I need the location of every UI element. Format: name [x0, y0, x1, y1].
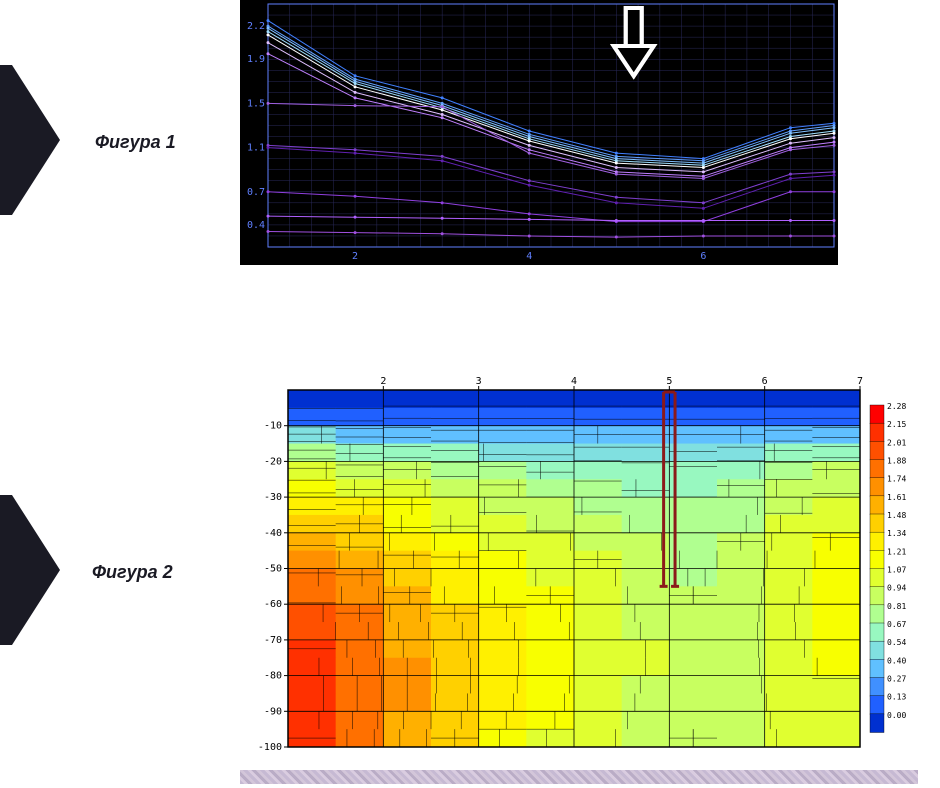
svg-text:2.2: 2.2: [247, 21, 265, 32]
svg-text:1.34: 1.34: [887, 529, 906, 538]
svg-text:1.74: 1.74: [887, 475, 906, 484]
figure2-heatmap: 2 3 4 5 6 7 -10 -20 -30 -40 -50 -60 -70 -80 -90 -100 2.…: [240, 370, 920, 755]
svg-text:2.28: 2.28: [887, 402, 906, 411]
svg-text:0.40: 0.40: [887, 656, 906, 665]
svg-text:1.07: 1.07: [887, 566, 906, 575]
svg-text:0.54: 0.54: [887, 638, 906, 647]
svg-text:1.9: 1.9: [247, 54, 265, 65]
svg-text:0.94: 0.94: [887, 584, 906, 593]
svg-text:2: 2: [380, 376, 386, 387]
figure2-arrow-label: [0, 495, 60, 645]
svg-text:5: 5: [666, 376, 672, 387]
svg-text:6: 6: [700, 251, 706, 262]
svg-text:-100: -100: [258, 742, 282, 753]
svg-text:-80: -80: [264, 671, 282, 682]
svg-text:0.27: 0.27: [887, 675, 906, 684]
svg-text:1.88: 1.88: [887, 457, 906, 466]
svg-text:7: 7: [857, 376, 863, 387]
svg-text:0.4: 0.4: [247, 220, 265, 231]
svg-text:-60: -60: [264, 599, 282, 610]
svg-text:1.5: 1.5: [247, 98, 265, 109]
svg-text:-10: -10: [264, 421, 282, 432]
svg-text:-70: -70: [264, 635, 282, 646]
svg-text:3: 3: [476, 376, 482, 387]
arrow-shape: [0, 495, 60, 645]
svg-text:-30: -30: [264, 492, 282, 503]
svg-text:-90: -90: [264, 706, 282, 717]
svg-text:0.13: 0.13: [887, 693, 906, 702]
svg-text:-20: -20: [264, 456, 282, 467]
svg-text:2: 2: [352, 251, 358, 262]
figure1-line-chart: 0.4 0.7 1.1 1.5 1.9 2.2 2 4 6: [240, 0, 838, 265]
svg-text:4: 4: [526, 251, 532, 262]
svg-text:1.61: 1.61: [887, 493, 906, 502]
svg-text:1.1: 1.1: [247, 143, 265, 154]
svg-text:-40: -40: [264, 528, 282, 539]
svg-text:2.15: 2.15: [887, 420, 906, 429]
svg-text:2.01: 2.01: [887, 438, 906, 447]
figure1-caption: Фигура 1: [95, 132, 176, 153]
svg-text:0.00: 0.00: [887, 711, 906, 720]
svg-text:-50: -50: [264, 564, 282, 575]
svg-text:6: 6: [762, 376, 768, 387]
svg-text:1.21: 1.21: [887, 547, 906, 556]
svg-text:1.48: 1.48: [887, 511, 906, 520]
figure2-caption: Фигура 2: [92, 562, 173, 583]
noise-strip: [240, 770, 918, 784]
arrow-shape: [0, 65, 60, 215]
svg-text:0.81: 0.81: [887, 602, 906, 611]
svg-text:0.7: 0.7: [247, 187, 265, 198]
svg-text:0.67: 0.67: [887, 620, 906, 629]
figure1-arrow-label: [0, 65, 60, 215]
svg-text:4: 4: [571, 376, 577, 387]
